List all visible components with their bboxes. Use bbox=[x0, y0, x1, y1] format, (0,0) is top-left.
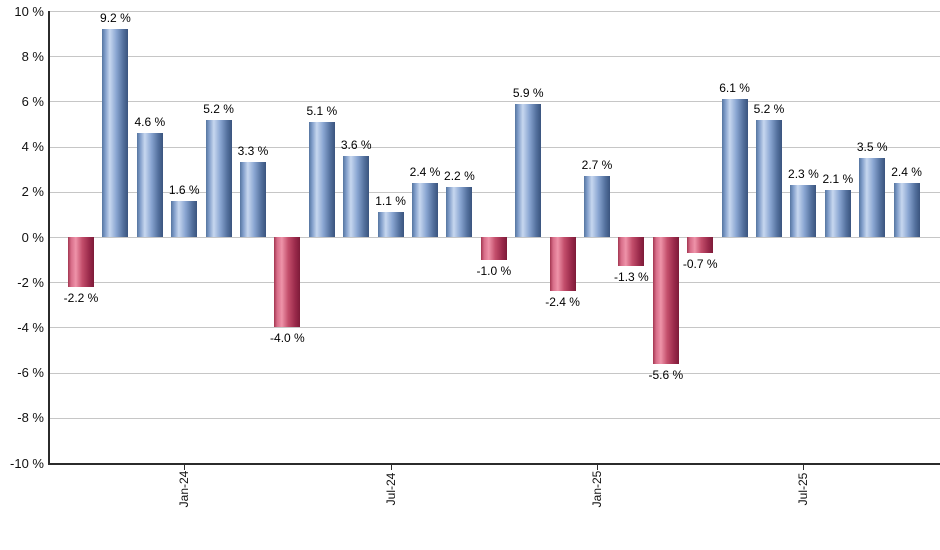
bar-Jul-25 bbox=[790, 185, 817, 237]
bar-value-label: 6.1 % bbox=[719, 81, 750, 96]
y-gridline bbox=[48, 372, 940, 374]
y-axis-label: 0 % bbox=[21, 229, 44, 245]
bar-Oct-25 bbox=[893, 182, 920, 237]
bar-Feb-25 bbox=[618, 237, 645, 267]
bar-Jun-24 bbox=[343, 155, 370, 237]
y-axis-line bbox=[48, 11, 50, 463]
y-axis-label: 8 % bbox=[21, 48, 44, 64]
bar-Jun-25 bbox=[756, 119, 782, 237]
bar-value-label: -2.2 % bbox=[63, 290, 99, 305]
bar-Apr-24 bbox=[274, 237, 301, 328]
bar-Sep-24 bbox=[446, 187, 473, 237]
bar-Jan-24 bbox=[171, 200, 198, 237]
bar-value-label: -4.0 % bbox=[270, 331, 305, 346]
y-axis-label: 2 % bbox=[21, 184, 44, 200]
bar-value-label: -5.6 % bbox=[648, 367, 684, 382]
bar-Aug-24 bbox=[412, 182, 438, 237]
bar-Aug-25 bbox=[824, 189, 851, 237]
y-axis-label: -6 % bbox=[17, 365, 44, 381]
y-axis-label: 4 % bbox=[21, 139, 44, 155]
x-tick-label: Jan-25 bbox=[590, 470, 604, 508]
y-axis-label: 6 % bbox=[21, 93, 44, 109]
y-axis-label: -2 % bbox=[17, 274, 44, 290]
bar-value-label: 1.1 % bbox=[375, 194, 406, 209]
bar-value-label: 2.3 % bbox=[788, 167, 819, 181]
y-gridline bbox=[48, 11, 940, 12]
bar-Mar-24 bbox=[240, 162, 266, 237]
y-gridline bbox=[48, 56, 940, 58]
bar-value-label: 5.9 % bbox=[512, 85, 544, 100]
bar-value-label: 9.2 % bbox=[100, 11, 131, 26]
bar-value-label: 3.5 % bbox=[856, 139, 888, 154]
y-gridline bbox=[48, 327, 940, 329]
y-gridline bbox=[48, 417, 940, 419]
bar-Oct-24 bbox=[480, 237, 507, 260]
bar-value-label: 3.3 % bbox=[237, 144, 269, 159]
y-gridline bbox=[48, 101, 940, 103]
bar-value-label: -2.4 % bbox=[545, 295, 580, 310]
bar-Dec-23 bbox=[136, 133, 163, 237]
bar-Oct-23 bbox=[68, 237, 94, 287]
x-tick-label: Jan-24 bbox=[177, 470, 192, 508]
bar-value-label: 2.2 % bbox=[444, 169, 475, 184]
y-axis-label: 10 % bbox=[14, 3, 44, 19]
x-tick-label: Jul-25 bbox=[796, 472, 811, 506]
bar-Nov-24 bbox=[515, 103, 542, 237]
bar-value-label: 2.1 % bbox=[822, 171, 854, 186]
y-axis-label: -10 % bbox=[10, 455, 44, 471]
bar-value-label: -0.7 % bbox=[682, 256, 718, 271]
bar-Jul-24 bbox=[377, 212, 404, 237]
bar-value-label: 2.7 % bbox=[581, 158, 613, 172]
bar-value-label: 2.4 % bbox=[891, 164, 922, 179]
bar-value-label: 3.6 % bbox=[340, 137, 372, 152]
bar-value-label: -1.3 % bbox=[614, 270, 649, 285]
bar-May-25 bbox=[721, 99, 748, 237]
bar-value-label: 5.2 % bbox=[203, 101, 234, 116]
x-tick-mark bbox=[184, 465, 186, 470]
bar-value-label: -1.0 % bbox=[476, 263, 512, 278]
bar-value-label: 5.1 % bbox=[306, 103, 338, 118]
bar-value-label: 4.6 % bbox=[134, 115, 166, 129]
bar-Nov-23 bbox=[102, 29, 129, 237]
bar-Feb-24 bbox=[205, 119, 232, 237]
x-tick-mark bbox=[803, 465, 805, 470]
x-tick-mark bbox=[597, 465, 598, 470]
bar-Jan-25 bbox=[584, 176, 610, 237]
y-gridline bbox=[48, 146, 940, 148]
x-tick-label: Jul-24 bbox=[383, 472, 398, 506]
y-gridline bbox=[48, 282, 940, 284]
y-gridline bbox=[48, 191, 940, 193]
bar-value-label: 5.2 % bbox=[753, 101, 785, 116]
bar-Sep-25 bbox=[859, 157, 886, 237]
bar-Dec-24 bbox=[549, 237, 576, 292]
y-axis-label: -8 % bbox=[17, 410, 44, 426]
bar-Apr-25 bbox=[687, 237, 714, 253]
y-axis-label: -4 % bbox=[17, 319, 44, 335]
x-axis-line bbox=[48, 463, 940, 465]
bar-value-label: 2.4 % bbox=[409, 164, 441, 179]
x-tick-mark bbox=[390, 465, 392, 470]
bar-Mar-25 bbox=[652, 237, 679, 364]
bar-value-label: 1.6 % bbox=[168, 182, 200, 197]
bar-May-24 bbox=[308, 121, 335, 237]
